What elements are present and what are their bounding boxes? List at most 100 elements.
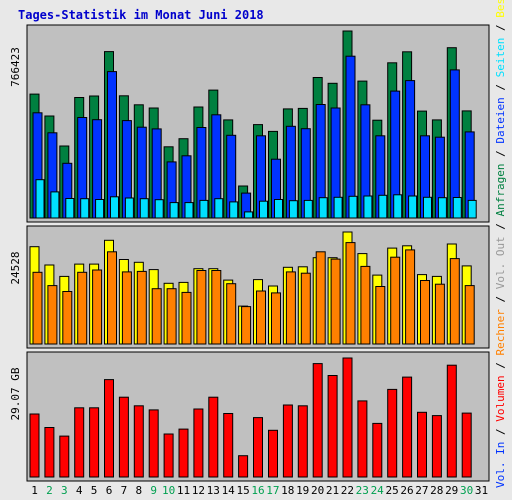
bar-seiten-day-10 — [169, 202, 179, 219]
bar-volumen-day-27 — [417, 411, 427, 478]
side-legend-vol-out: Vol. Out — [494, 236, 507, 289]
bar-seiten-day-21 — [333, 196, 343, 219]
x-tick-label-6: 6 — [106, 484, 113, 497]
bar-seiten-day-5 — [95, 199, 105, 219]
side-legend-besuche: Besuche — [494, 0, 507, 18]
bar-seiten-day-18 — [288, 200, 298, 219]
bar-volumen-day-21 — [327, 375, 338, 478]
bar-seiten-day-17 — [274, 199, 283, 219]
bar-volumen-day-14 — [223, 413, 234, 478]
bar-rechner-day-26 — [405, 249, 416, 345]
bar-rechner-day-9 — [151, 288, 162, 345]
side-legend-separator: / — [494, 18, 507, 38]
x-tick-label-3: 3 — [61, 484, 68, 497]
bar-volumen-day-12 — [193, 408, 204, 478]
side-legend-separator: / — [494, 289, 507, 309]
bar-seiten-day-15 — [244, 211, 254, 219]
ymax-label-requests: 766423 — [9, 47, 22, 87]
x-tick-label-17: 17 — [266, 484, 279, 497]
bar-seiten-day-30 — [467, 199, 477, 219]
bar-volumen-day-24 — [372, 422, 383, 478]
bar-rechner-day-12 — [196, 270, 207, 345]
x-tick-label-25: 25 — [385, 484, 398, 497]
bar-rechner-day-30 — [464, 285, 475, 345]
x-tick-label-30: 30 — [460, 484, 473, 497]
x-tick-label-31: 31 — [475, 484, 488, 497]
side-legend-rechner: Rechner — [494, 309, 507, 356]
bar-seiten-day-13 — [214, 198, 224, 219]
bar-volumen-day-4 — [74, 407, 85, 478]
bar-volumen-day-26 — [402, 376, 413, 478]
bar-volumen-day-1 — [29, 413, 40, 478]
bar-rechner-day-5 — [92, 269, 103, 345]
side-legend-volumen: Volumen — [494, 375, 507, 421]
bar-dateien-day-6 — [107, 71, 117, 219]
bar-volumen-day-5 — [89, 407, 100, 478]
x-tick-label-18: 18 — [281, 484, 294, 497]
bar-seiten-day-25 — [393, 194, 403, 219]
side-legend-seiten: Seiten — [494, 38, 507, 78]
bar-seiten-day-20 — [318, 197, 328, 219]
side-legend-separator: / — [494, 77, 507, 97]
bar-volumen-day-20 — [312, 363, 323, 478]
bar-rechner-day-13 — [211, 270, 222, 345]
bar-volumen-day-10 — [163, 433, 174, 478]
bar-volumen-day-19 — [297, 405, 308, 478]
x-tick-label-1: 1 — [31, 484, 38, 497]
bar-seiten-day-6 — [110, 196, 119, 219]
side-legend: Vol. In / Volumen / Rechner / Vol. Out /… — [494, 0, 507, 488]
bar-volumen-day-18 — [282, 404, 293, 478]
bar-rechner-day-21 — [330, 258, 341, 345]
x-tick-label-27: 27 — [415, 484, 428, 497]
bar-rechner-day-7 — [121, 271, 132, 345]
x-tick-label-14: 14 — [222, 484, 236, 497]
x-tick-label-26: 26 — [400, 484, 413, 497]
ymax-label-volume: 29.07 GB — [9, 367, 22, 420]
bar-volumen-day-25 — [387, 388, 398, 478]
side-legend-vol-in: Vol. In — [494, 442, 507, 488]
bar-seiten-day-23 — [363, 195, 373, 219]
bar-rechner-day-28 — [434, 283, 445, 345]
x-tick-label-4: 4 — [76, 484, 83, 497]
bar-rechner-day-29 — [449, 258, 460, 345]
bar-seiten-day-24 — [378, 194, 388, 219]
x-tick-label-29: 29 — [445, 484, 458, 497]
bar-volumen-day-22 — [342, 357, 353, 478]
bar-seiten-day-11 — [184, 202, 194, 219]
x-tick-label-7: 7 — [121, 484, 128, 497]
bar-rechner-day-16 — [256, 290, 266, 345]
x-tick-label-13: 13 — [207, 484, 220, 497]
bar-volumen-day-28 — [431, 415, 442, 478]
x-tick-label-16: 16 — [251, 484, 264, 497]
bar-seiten-day-19 — [303, 199, 313, 219]
bar-rechner-day-27 — [420, 280, 430, 345]
bar-volumen-day-8 — [133, 405, 144, 478]
side-legend-separator: / — [494, 216, 507, 236]
bar-volumen-day-2 — [44, 427, 55, 478]
side-legend-anfragen: Anfragen — [494, 163, 507, 216]
bar-volumen-day-9 — [148, 409, 159, 478]
x-tick-label-22: 22 — [341, 484, 354, 497]
bar-seiten-day-22 — [348, 195, 358, 219]
bar-seiten-day-12 — [199, 199, 209, 219]
bar-volumen-day-3 — [59, 435, 70, 478]
x-tick-label-28: 28 — [430, 484, 443, 497]
bar-rechner-day-14 — [226, 283, 237, 345]
bar-volumen-day-15 — [238, 455, 249, 478]
bar-seiten-day-26 — [408, 195, 418, 219]
bar-volumen-day-29 — [446, 364, 457, 478]
bar-volumen-day-30 — [461, 412, 472, 478]
x-tick-label-10: 10 — [162, 484, 175, 497]
ymax-label-visits: 24528 — [9, 251, 22, 284]
bar-rechner-day-24 — [375, 286, 386, 345]
bar-seiten-day-27 — [423, 196, 432, 219]
bar-rechner-day-4 — [77, 271, 88, 345]
bar-seiten-day-29 — [452, 197, 462, 219]
bar-rechner-day-15 — [241, 306, 252, 345]
bar-rechner-day-25 — [390, 256, 401, 345]
bar-rechner-day-23 — [360, 265, 371, 345]
bar-rechner-day-8 — [136, 270, 147, 345]
x-tick-label-21: 21 — [326, 484, 339, 497]
x-tick-label-24: 24 — [371, 484, 385, 497]
